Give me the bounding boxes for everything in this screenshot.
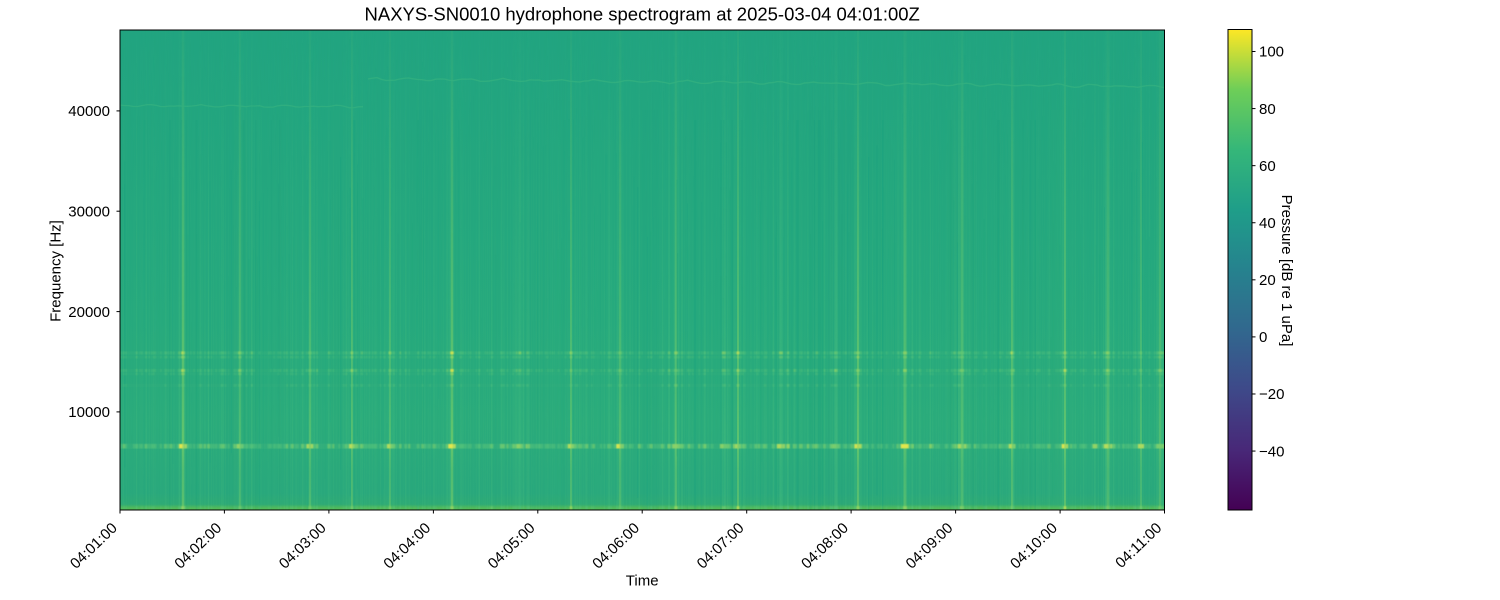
svg-text:30000: 30000: [68, 203, 110, 220]
svg-text:Pressure [dB re 1 uPa]: Pressure [dB re 1 uPa]: [1278, 195, 1295, 347]
svg-text:0: 0: [1259, 329, 1267, 346]
svg-text:−40: −40: [1259, 443, 1284, 460]
svg-text:Frequency [Hz]: Frequency [Hz]: [48, 220, 65, 322]
svg-text:80: 80: [1259, 101, 1276, 118]
svg-text:100: 100: [1259, 44, 1284, 61]
svg-text:−20: −20: [1259, 386, 1284, 403]
svg-text:10000: 10000: [68, 404, 110, 421]
svg-text:Time: Time: [626, 573, 659, 590]
svg-text:40000: 40000: [68, 103, 110, 120]
svg-text:20000: 20000: [68, 304, 110, 321]
svg-text:NAXYS-SN0010 hydrophone spectr: NAXYS-SN0010 hydrophone spectrogram at 2…: [365, 4, 920, 25]
svg-text:20: 20: [1259, 272, 1276, 289]
svg-text:60: 60: [1259, 158, 1276, 175]
svg-text:40: 40: [1259, 215, 1276, 232]
